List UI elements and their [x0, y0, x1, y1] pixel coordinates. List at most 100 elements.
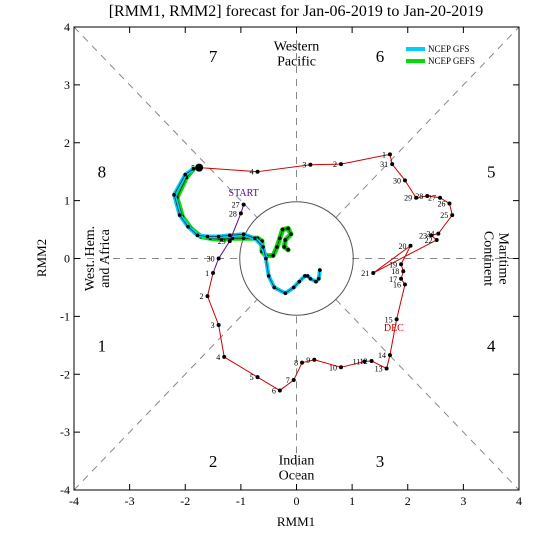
observed-day-label: 30	[207, 255, 215, 264]
observed-day-label: 31	[380, 160, 388, 169]
observed-segment	[212, 258, 220, 274]
observed-segment	[340, 153, 391, 165]
observed-segment	[391, 163, 406, 181]
observed-day-label: 28	[229, 209, 237, 218]
observed-day-label: 7	[286, 376, 290, 385]
gefs-point	[280, 227, 285, 232]
observed-point	[434, 237, 439, 242]
observed-point	[425, 193, 430, 198]
observed-day-label: 27	[232, 201, 240, 210]
observed-point	[277, 388, 282, 393]
observed-point	[255, 375, 260, 380]
observed-segment	[340, 361, 365, 368]
x-axis-label: RMM1	[277, 514, 315, 529]
legend-label: NCEP GFS	[428, 44, 469, 54]
observed-day-label: 14	[378, 351, 386, 360]
observed-day-label: 9	[306, 356, 310, 365]
observed-segment	[396, 284, 406, 320]
phase-number: 4	[487, 336, 496, 355]
gfs-point	[241, 232, 246, 236]
observed-day-label: 25	[440, 211, 448, 220]
y-tick-label: -4	[60, 483, 70, 497]
gfs-point	[186, 224, 190, 229]
observed-segment	[293, 362, 303, 381]
observed-point	[369, 358, 374, 363]
y-axis-label: RMM2	[34, 239, 49, 277]
observed-day-label: 28	[415, 192, 423, 201]
observed-segment	[229, 213, 242, 242]
y-tick-label: 3	[64, 78, 70, 92]
observed-day-label: 11	[353, 358, 361, 367]
gfs-point	[303, 274, 307, 278]
legend: NCEP GFS NCEP GEFS	[406, 44, 475, 66]
x-tick-label: -1	[236, 494, 246, 508]
gfs-forecast-track	[172, 166, 322, 296]
observed-segment	[437, 214, 453, 234]
gfs-point	[195, 233, 200, 238]
observed-point	[436, 231, 441, 236]
observed-day-label: 10	[329, 363, 337, 372]
gefs-point	[278, 236, 282, 241]
phase-number: 3	[376, 452, 385, 471]
x-tick-label: 2	[405, 494, 411, 508]
observed-day-label: 24	[426, 230, 434, 239]
observed-day-label: 26	[437, 200, 445, 209]
gfs-point	[191, 166, 196, 171]
observed-point	[195, 163, 204, 172]
gfs-point	[261, 245, 265, 249]
phase-number: 2	[209, 452, 218, 471]
observed-segment	[207, 272, 214, 297]
observed-day-label: 30	[393, 176, 401, 185]
gfs-point	[272, 285, 277, 290]
y-tick-label: -1	[60, 309, 70, 323]
gfs-point	[316, 276, 321, 281]
observed-point	[450, 213, 455, 218]
x-tick-label: -2	[180, 494, 190, 508]
divider-line	[73, 26, 258, 218]
y-tick-label: -3	[60, 425, 70, 439]
observed-segment	[427, 195, 441, 199]
gefs-point	[283, 238, 288, 242]
gfs-point	[216, 234, 221, 239]
gefs-point	[286, 248, 290, 252]
x-tick-label: -4	[69, 494, 79, 508]
gefs-point	[282, 245, 287, 249]
observed-point	[371, 270, 376, 275]
gfs-point	[297, 279, 302, 284]
gfs-point	[264, 256, 268, 261]
observed-day-label: 8	[294, 359, 298, 368]
annotations: START DEC	[229, 188, 405, 334]
observed-point	[387, 152, 392, 157]
observed-segment	[400, 245, 411, 265]
observed-point	[414, 195, 419, 200]
observed-point	[387, 353, 392, 358]
gfs-point	[177, 213, 182, 217]
observed-point	[222, 354, 227, 359]
x-tick-label: -3	[125, 494, 135, 508]
observed-segment	[223, 356, 258, 378]
region-label-line: Western	[274, 40, 320, 55]
observed-day-label: 29	[218, 237, 226, 246]
observed-day-label: 5	[250, 373, 254, 382]
phase-number: 7	[209, 47, 218, 66]
y-tick-label: 0	[64, 252, 70, 266]
observed-point	[227, 239, 232, 244]
observed-point	[438, 195, 443, 200]
gfs-point	[291, 285, 296, 290]
observed-segment	[310, 163, 342, 166]
observed-segment	[279, 379, 295, 391]
gfs-point	[252, 236, 257, 241]
observed-segment	[301, 359, 315, 364]
legend-label: NCEP GEFS	[428, 56, 475, 66]
observed-day-label: 5	[191, 164, 195, 173]
observed-day-label: 21	[361, 269, 369, 278]
gfs-point	[266, 274, 271, 278]
observed-point	[402, 282, 407, 287]
chart-title: [RMM1, RMM2] forecast for Jan-06-2019 to…	[109, 3, 484, 20]
gefs-point	[271, 253, 275, 258]
amplitude-one-circle	[239, 201, 354, 316]
